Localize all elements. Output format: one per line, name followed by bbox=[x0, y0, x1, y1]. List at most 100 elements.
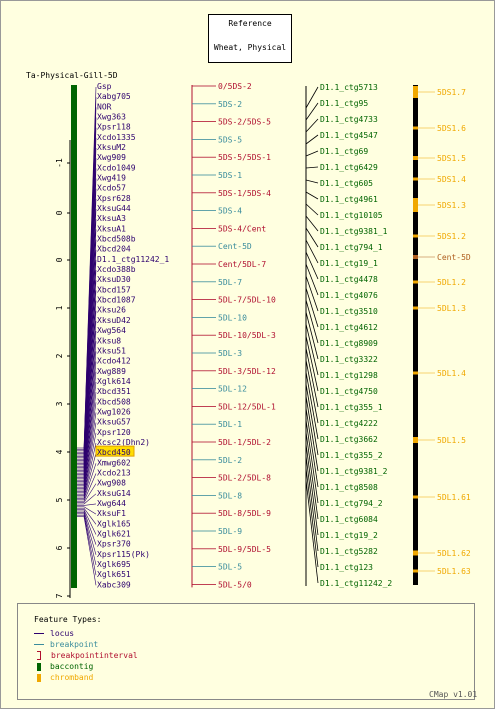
locus-xwg909[interactable]: Xwg909 bbox=[97, 153, 126, 162]
chromband-cent-5d[interactable]: Cent-5D bbox=[437, 253, 471, 262]
contig-d1-1-ctg4478[interactable]: D1.1_ctg4478 bbox=[320, 275, 378, 284]
breakpoint-0-5ds-2[interactable]: 0/5DS-2 bbox=[218, 82, 252, 91]
contig-d1-1-ctg4076[interactable]: D1.1_ctg4076 bbox=[320, 291, 378, 300]
breakpoint-5ds-5[interactable]: 5DS-5 bbox=[218, 135, 242, 144]
contig-d1-1-ctg4733[interactable]: D1.1_ctg4733 bbox=[320, 115, 378, 124]
locus-xpsr120[interactable]: Xpsr120 bbox=[97, 428, 131, 437]
locus-xbcd508b[interactable]: Xbcd508b bbox=[97, 235, 136, 244]
locus-nor[interactable]: NOR bbox=[97, 102, 112, 111]
breakpoint-5dl-2[interactable]: 5DL-2 bbox=[218, 456, 242, 465]
locus-xglk621[interactable]: Xglk621 bbox=[97, 529, 131, 538]
chromband-5ds1-6[interactable]: 5DS1.6 bbox=[437, 124, 466, 133]
chromband-5dl1-61[interactable]: 5DL1.61 bbox=[437, 493, 471, 502]
locus-xglk651[interactable]: Xglk651 bbox=[97, 570, 131, 579]
contig-d1-1-ctg11242-2[interactable]: D1.1_ctg11242_2 bbox=[320, 579, 392, 588]
locus-xksug57[interactable]: XksuG57 bbox=[97, 418, 131, 427]
chromband-5ds1-4[interactable]: 5DS1.4 bbox=[437, 175, 466, 184]
breakpoint-cent-5dl-7[interactable]: Cent/5DL-7 bbox=[218, 260, 266, 269]
breakpoint-5dl-8-5dl-9[interactable]: 5DL-8/5DL-9 bbox=[218, 509, 271, 518]
breakpoint-5dl-3-5dl-12[interactable]: 5DL-3/5DL-12 bbox=[218, 367, 276, 376]
locus-xmwg602[interactable]: Xmwg602 bbox=[97, 458, 131, 467]
contig-d1-1-ctg8909[interactable]: D1.1_ctg8909 bbox=[320, 339, 378, 348]
contig-d1-1-ctg19-1[interactable]: D1.1_ctg19_1 bbox=[320, 259, 378, 268]
locus-xksu26[interactable]: Xksu26 bbox=[97, 306, 126, 315]
contig-d1-1-ctg3662[interactable]: D1.1_ctg3662 bbox=[320, 435, 378, 444]
breakpoint-5dl-7[interactable]: 5DL-7 bbox=[218, 278, 242, 287]
contig-d1-1-ctg794-1[interactable]: D1.1_ctg794_1 bbox=[320, 243, 383, 252]
locus-xwg1026[interactable]: Xwg1026 bbox=[97, 407, 131, 416]
locus-xksud30[interactable]: XksuD30 bbox=[97, 275, 131, 284]
chromband-5ds1-7[interactable]: 5DS1.7 bbox=[437, 88, 466, 97]
contig-d1-1-ctg4750[interactable]: D1.1_ctg4750 bbox=[320, 387, 378, 396]
breakpoint-5dl-12-5dl-1[interactable]: 5DL-12/5DL-1 bbox=[218, 402, 276, 411]
locus-xksua3[interactable]: XksuA3 bbox=[97, 214, 126, 223]
locus-xwg419[interactable]: Xwg419 bbox=[97, 174, 126, 183]
chromband-5ds1-2[interactable]: 5DS1.2 bbox=[437, 232, 466, 241]
chromband-5dl1-63[interactable]: 5DL1.63 bbox=[437, 567, 471, 576]
breakpoint-5dl-10[interactable]: 5DL-10 bbox=[218, 313, 247, 322]
breakpoint-5ds-4-cent[interactable]: 5DS-4/Cent bbox=[218, 224, 266, 233]
contig-d1-1-ctg4222[interactable]: D1.1_ctg4222 bbox=[320, 419, 378, 428]
chromosome-bar[interactable] bbox=[71, 85, 77, 588]
chromband-5ds1-5[interactable]: 5DS1.5 bbox=[437, 154, 466, 163]
locus-xbcd450[interactable]: Xbcd450 bbox=[97, 448, 131, 457]
breakpoint-5dl-2-5dl-8[interactable]: 5DL-2/5DL-8 bbox=[218, 474, 271, 483]
breakpoint-5dl-8[interactable]: 5DL-8 bbox=[218, 491, 242, 500]
locus-xbcd508[interactable]: Xbcd508 bbox=[97, 397, 131, 406]
contig-d1-1-ctg3322[interactable]: D1.1_ctg3322 bbox=[320, 355, 378, 364]
breakpoint-5ds-1-5ds-4[interactable]: 5DS-1/5DS-4 bbox=[218, 189, 271, 198]
chromband-5dl1-3[interactable]: 5DL1.3 bbox=[437, 304, 466, 313]
locus-xbcd204[interactable]: Xbcd204 bbox=[97, 245, 131, 254]
locus-xglk165[interactable]: Xglk165 bbox=[97, 519, 131, 528]
breakpoint-5dl-1[interactable]: 5DL-1 bbox=[218, 420, 242, 429]
locus-xksu8[interactable]: Xksu8 bbox=[97, 336, 121, 345]
contig-d1-1-ctg9381-2[interactable]: D1.1_ctg9381_2 bbox=[320, 467, 388, 476]
contig-d1-1-ctg355-2[interactable]: D1.1_ctg355_2 bbox=[320, 451, 383, 460]
breakpoint-5dl-10-5dl-3[interactable]: 5DL-10/5DL-3 bbox=[218, 331, 276, 340]
chromband-5dl1-62[interactable]: 5DL1.62 bbox=[437, 549, 471, 558]
locus-gsp[interactable]: Gsp bbox=[97, 82, 112, 91]
contig-d1-1-ctg19-2[interactable]: D1.1_ctg19_2 bbox=[320, 531, 378, 540]
breakpoint-5dl-5[interactable]: 5DL-5 bbox=[218, 563, 242, 572]
locus-xksu51[interactable]: Xksu51 bbox=[97, 346, 126, 355]
locus-xcdo213[interactable]: Xcdo213 bbox=[97, 468, 131, 477]
locus-xglk695[interactable]: Xglk695 bbox=[97, 560, 131, 569]
breakpoint-5dl-9-5dl-5[interactable]: 5DL-9/5DL-5 bbox=[218, 545, 271, 554]
breakpoint-cent-5d[interactable]: Cent-5D bbox=[218, 242, 252, 251]
chromband-5dl1-5[interactable]: 5DL1.5 bbox=[437, 436, 466, 445]
breakpoint-5ds-5-5ds-1[interactable]: 5DS-5/5DS-1 bbox=[218, 153, 271, 162]
contig-d1-1-ctg69[interactable]: D1.1_ctg69 bbox=[320, 147, 368, 156]
chromband-5dl1-4[interactable]: 5DL1.4 bbox=[437, 369, 466, 378]
locus-xksug14[interactable]: XksuG14 bbox=[97, 489, 131, 498]
breakpoint-5dl-1-5dl-2[interactable]: 5DL-1/5DL-2 bbox=[218, 438, 271, 447]
contig-d1-1-ctg10105[interactable]: D1.1_ctg10105 bbox=[320, 211, 383, 220]
locus-xwg363[interactable]: Xwg363 bbox=[97, 113, 126, 122]
breakpoint-5ds-4[interactable]: 5DS-4 bbox=[218, 207, 242, 216]
contig-d1-1-ctg5713[interactable]: D1.1_ctg5713 bbox=[320, 83, 378, 92]
breakpoint-5dl-3[interactable]: 5DL-3 bbox=[218, 349, 242, 358]
locus-xksug44[interactable]: XksuG44 bbox=[97, 204, 131, 213]
locus-xcdo57[interactable]: Xcdo57 bbox=[97, 184, 126, 193]
contig-d1-1-ctg3510[interactable]: D1.1_ctg3510 bbox=[320, 307, 378, 316]
locus-xksum2[interactable]: XksuM2 bbox=[97, 143, 126, 152]
breakpoint-5dl-5-0[interactable]: 5DL-5/0 bbox=[218, 580, 252, 589]
locus-xwg564[interactable]: Xwg564 bbox=[97, 326, 126, 335]
locus-xabg705[interactable]: Xabg705 bbox=[97, 92, 131, 101]
breakpoint-5dl-9[interactable]: 5DL-9 bbox=[218, 527, 242, 536]
locus-d1-1-ctg11242-1[interactable]: D1.1_ctg11242_1 bbox=[97, 255, 169, 264]
locus-xbcd1087[interactable]: Xbcd1087 bbox=[97, 296, 136, 305]
locus-xksua1[interactable]: XksuA1 bbox=[97, 224, 126, 233]
locus-xcdo1335[interactable]: Xcdo1335 bbox=[97, 133, 136, 142]
locus-xcdo1049[interactable]: Xcdo1049 bbox=[97, 163, 136, 172]
locus-xglk614[interactable]: Xglk614 bbox=[97, 377, 131, 386]
contig-d1-1-ctg9381-1[interactable]: D1.1_ctg9381_1 bbox=[320, 227, 388, 236]
locus-xabc309[interactable]: Xabc309 bbox=[97, 580, 131, 589]
breakpoint-5ds-2-5ds-5[interactable]: 5DS-2/5DS-5 bbox=[218, 118, 271, 127]
locus-xwg889[interactable]: Xwg889 bbox=[97, 367, 126, 376]
locus-xksud42[interactable]: XksuD42 bbox=[97, 316, 131, 325]
contig-d1-1-ctg6429[interactable]: D1.1_ctg6429 bbox=[320, 163, 378, 172]
contig-d1-1-ctg1298[interactable]: D1.1_ctg1298 bbox=[320, 371, 378, 380]
contig-d1-1-ctg8508[interactable]: D1.1_ctg8508 bbox=[320, 483, 378, 492]
locus-xwg644[interactable]: Xwg644 bbox=[97, 499, 126, 508]
map-title[interactable]: Ta-Physical-Gill-5D bbox=[26, 71, 118, 80]
